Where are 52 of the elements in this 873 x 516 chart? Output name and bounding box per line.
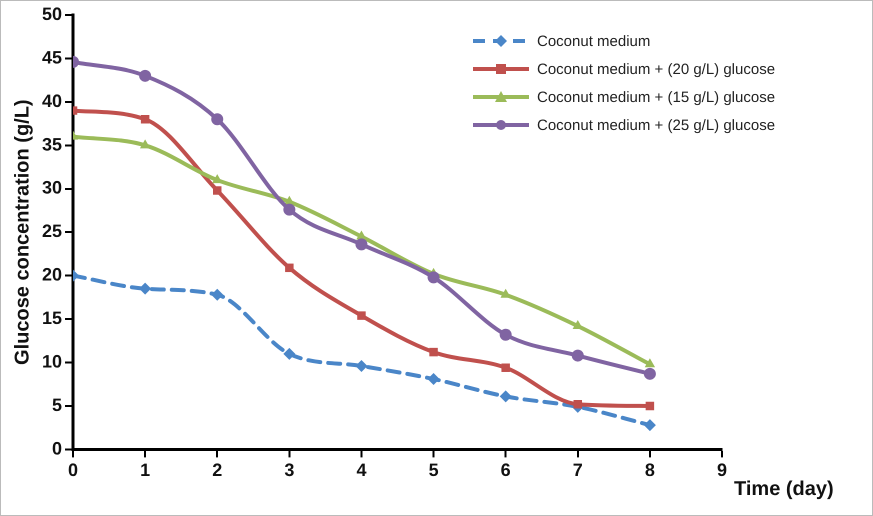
point <box>212 186 222 195</box>
y-tick-label: 10 <box>42 351 62 372</box>
legend-label: Coconut medium + (25 g/L) glucose <box>537 116 776 136</box>
point <box>139 70 152 82</box>
point <box>646 402 654 410</box>
point <box>355 360 368 372</box>
x-tick-label: 2 <box>212 460 222 480</box>
x-tick-label: 8 <box>644 460 655 480</box>
point <box>211 288 224 301</box>
y-tick-label: 30 <box>42 178 62 198</box>
y-tick-label: 5 <box>52 394 62 415</box>
x-tick-label: 1 <box>140 460 150 480</box>
point <box>212 174 222 184</box>
x-tick-label: 0 <box>68 460 78 480</box>
legend-label: Coconut medium + (20 g/L) glucose <box>537 60 776 80</box>
point <box>500 328 512 341</box>
point <box>355 238 368 250</box>
point <box>572 350 584 362</box>
y-tick-label: 50 <box>42 4 62 24</box>
x-tick-label: 6 <box>500 460 511 480</box>
point <box>644 368 656 380</box>
y-tick-label: 15 <box>42 308 62 328</box>
y-tick-label: 40 <box>42 90 62 111</box>
y-tick-label: 0 <box>52 438 62 458</box>
point <box>428 271 440 284</box>
y-tick-label: 25 <box>42 221 62 242</box>
point <box>644 358 656 368</box>
y-tick-label: 45 <box>42 47 62 68</box>
point <box>283 204 296 216</box>
point <box>211 113 224 126</box>
legend-label: Coconut medium <box>537 32 652 52</box>
point <box>429 348 438 356</box>
x-tick-label: 7 <box>572 460 583 480</box>
legend-label: Coconut medium + (15 g/L) glucose <box>537 88 776 108</box>
point <box>500 390 512 402</box>
point <box>139 282 152 295</box>
x-axis-title: Time (day) <box>734 478 834 500</box>
y-tick-label: 20 <box>42 264 62 285</box>
x-tick-label: 3 <box>284 460 294 480</box>
point <box>644 419 656 432</box>
y-tick-label: 35 <box>42 134 62 154</box>
x-tick-label: 5 <box>428 460 439 480</box>
x-tick-label: 9 <box>716 460 728 480</box>
point <box>140 115 150 124</box>
point <box>501 363 510 372</box>
point <box>285 264 294 272</box>
y-axis-title: Glucose concentration (g/L) <box>12 99 34 365</box>
point <box>283 348 296 360</box>
x-tick-label: 4 <box>356 460 366 480</box>
point <box>428 373 440 386</box>
point <box>574 400 582 408</box>
point <box>357 311 366 320</box>
